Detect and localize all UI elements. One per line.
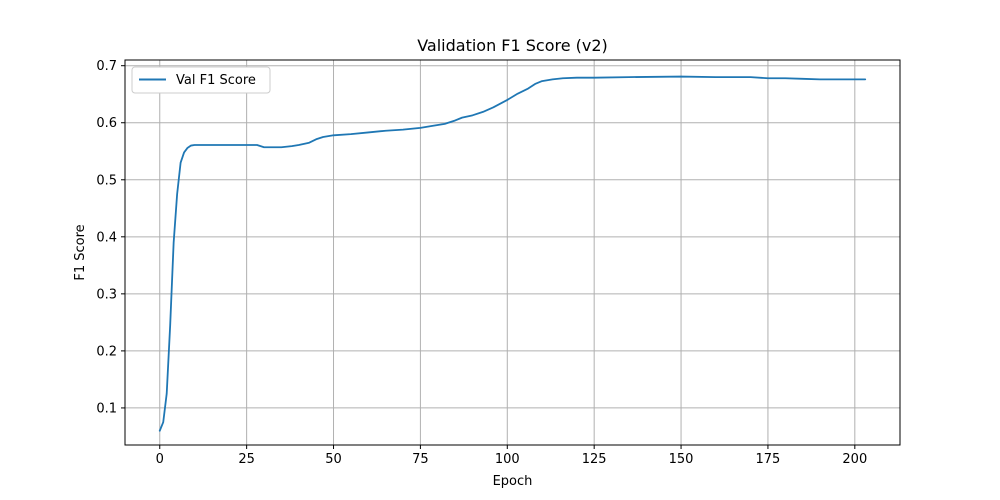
- y-tick-label: 0.7: [96, 59, 117, 74]
- y-tick-label: 0.2: [96, 344, 117, 359]
- y-tick-label: 0.5: [96, 173, 117, 188]
- y-tick-label: 0.6: [96, 116, 117, 131]
- x-tick-label: 200: [842, 452, 867, 467]
- series-layer: [158, 75, 867, 432]
- legend-box: [131, 66, 271, 94]
- x-tick-label: 175: [756, 452, 781, 467]
- x-axis-label: Epoch: [493, 474, 533, 489]
- x-tick-label: 0: [156, 452, 164, 467]
- x-tick-label: 125: [582, 452, 607, 467]
- plot-frame: [124, 59, 901, 446]
- grid-layer: [125, 60, 900, 445]
- series-line-val-f1-score: [158, 75, 867, 432]
- chart-title: Validation F1 Score (v2): [417, 36, 608, 55]
- y-tick-label: 0.3: [96, 287, 117, 302]
- y-axis-label: F1 Score: [73, 224, 88, 280]
- x-tick-label: 75: [412, 452, 429, 467]
- legend: Val F1 Score: [131, 66, 271, 94]
- y-tick-label: 0.4: [96, 230, 117, 245]
- x-axis: 0 25 50 75 100 125 150 175 200: [156, 445, 867, 467]
- x-tick-label: 100: [495, 452, 520, 467]
- x-tick-label: 150: [669, 452, 694, 467]
- y-axis: 0.1 0.2 0.3 0.4 0.5 0.6 0.7: [96, 59, 125, 416]
- y-tick-label: 0.1: [96, 401, 117, 416]
- x-tick-label: 25: [238, 452, 255, 467]
- x-tick-label: 50: [325, 452, 342, 467]
- legend-label: Val F1 Score: [176, 73, 256, 88]
